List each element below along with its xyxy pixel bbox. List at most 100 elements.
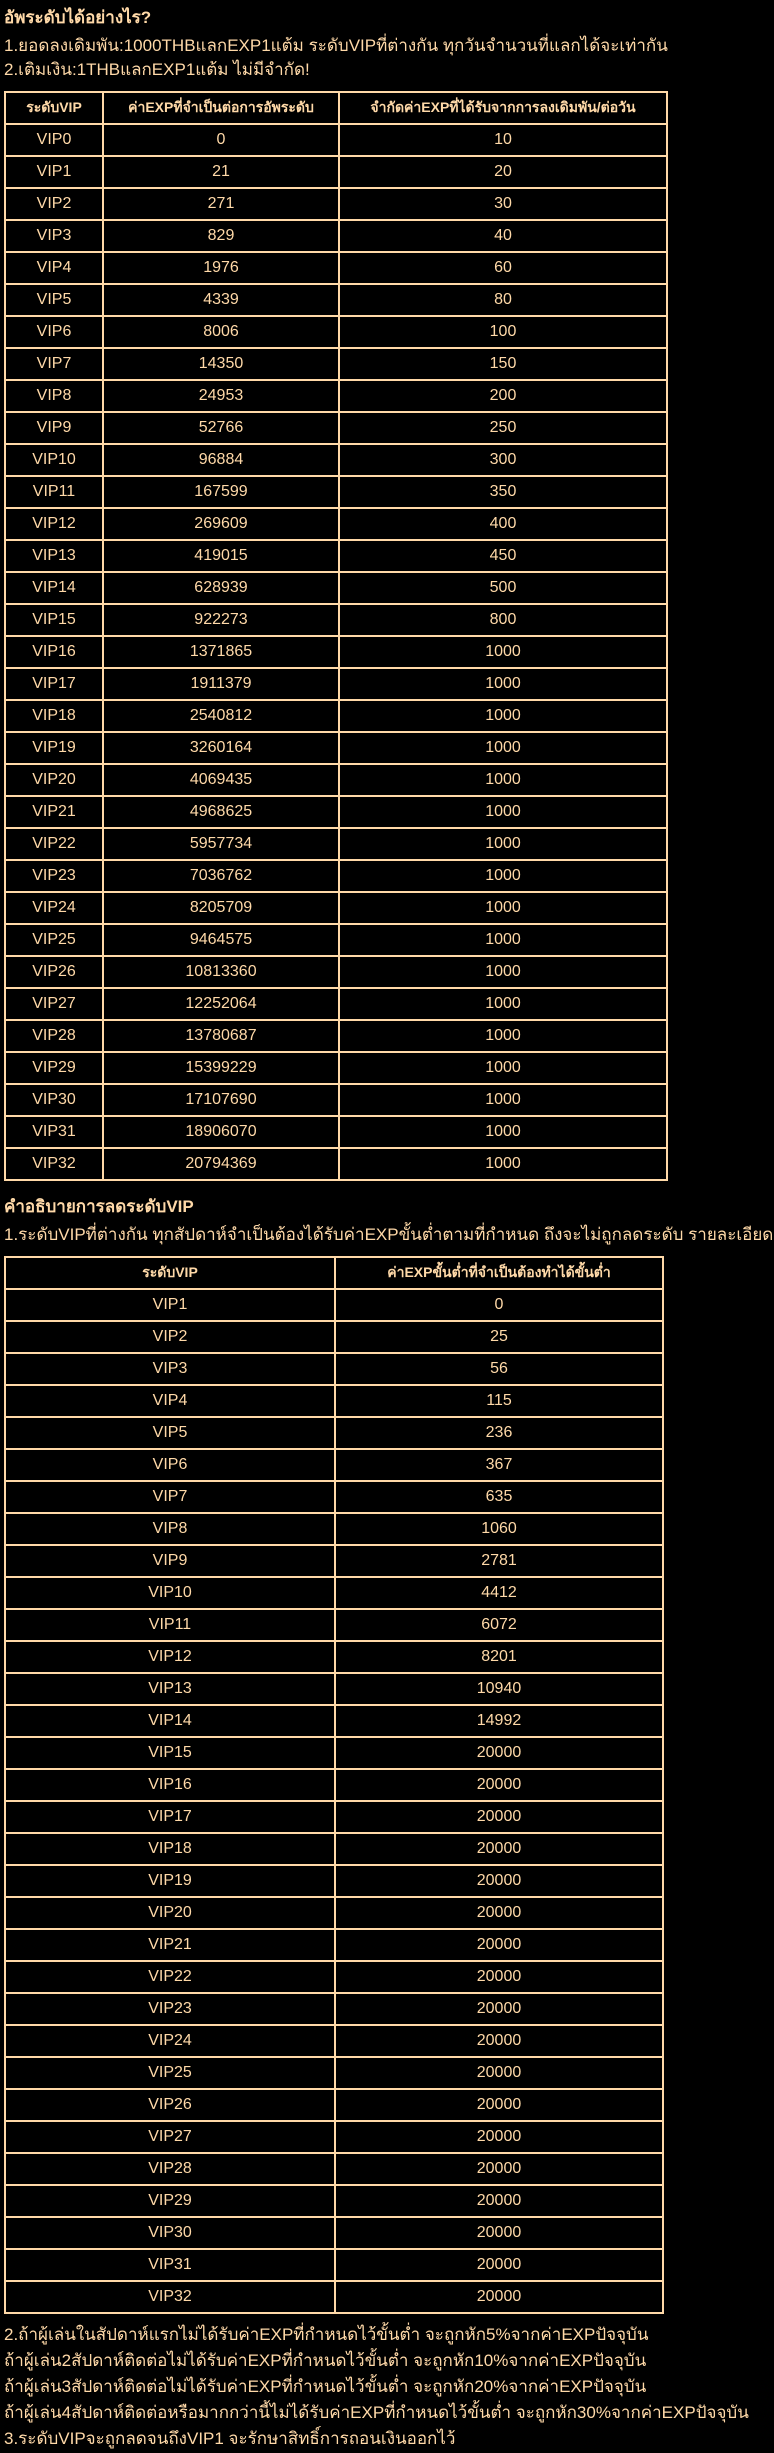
vip-level-cell: VIP32 bbox=[4, 1147, 104, 1181]
demotion-section-title: คำอธิบายการลดระดับVIP bbox=[4, 1197, 194, 1216]
table-row: VIP30 17107690 1000 bbox=[4, 1083, 668, 1117]
header-daily-exp-limit: จำกัดค่าEXPที่ได้รับจากการลงเดิมพัน/ต่อว… bbox=[338, 91, 668, 125]
penalty-note-line: ถ้าผู้เล่น2สัปดาห์ติดต่อไม่ได้รับค่าEXPท… bbox=[4, 2351, 647, 2370]
daily-exp-limit-cell: 1000 bbox=[338, 635, 668, 669]
levelup-exp-table: ระดับVIP ค่าEXPที่จำเป็นต่อการอัพระดับ จ… bbox=[4, 91, 668, 1181]
exp-required-cell: 1911379 bbox=[102, 667, 340, 701]
min-weekly-exp-cell: 20000 bbox=[334, 2280, 664, 2314]
vip-level-cell: VIP5 bbox=[4, 1416, 336, 1450]
min-weekly-exp-cell: 20000 bbox=[334, 1896, 664, 1930]
vip-level-cell: VIP8 bbox=[4, 379, 104, 413]
table-row: VIP6 367 bbox=[4, 1448, 664, 1482]
vip-level-cell: VIP21 bbox=[4, 1928, 336, 1962]
min-weekly-exp-cell: 367 bbox=[334, 1448, 664, 1482]
daily-exp-limit-cell: 250 bbox=[338, 411, 668, 445]
exp-required-cell: 52766 bbox=[102, 411, 340, 445]
exp-required-cell: 167599 bbox=[102, 475, 340, 509]
vip-level-cell: VIP12 bbox=[4, 507, 104, 541]
table-row: VIP20 20000 bbox=[4, 1896, 664, 1930]
daily-exp-limit-cell: 1000 bbox=[338, 955, 668, 989]
table-row: VIP25 9464575 1000 bbox=[4, 923, 668, 957]
daily-exp-limit-cell: 350 bbox=[338, 475, 668, 509]
levelup-table-header: ระดับVIP ค่าEXPที่จำเป็นต่อการอัพระดับ จ… bbox=[4, 91, 668, 125]
daily-exp-limit-cell: 60 bbox=[338, 251, 668, 285]
daily-exp-limit-cell: 1000 bbox=[338, 859, 668, 893]
vip-level-cell: VIP24 bbox=[4, 2024, 336, 2058]
exp-required-cell: 3260164 bbox=[102, 731, 340, 765]
vip-level-cell: VIP3 bbox=[4, 1352, 336, 1386]
table-row: VIP7 635 bbox=[4, 1480, 664, 1514]
min-weekly-exp-cell: 20000 bbox=[334, 1736, 664, 1770]
vip-level-cell: VIP28 bbox=[4, 2152, 336, 2186]
exp-required-cell: 5957734 bbox=[102, 827, 340, 861]
exp-required-cell: 96884 bbox=[102, 443, 340, 477]
exp-required-cell: 0 bbox=[102, 123, 340, 157]
vip-level-cell: VIP18 bbox=[4, 1832, 336, 1866]
table-row: VIP31 18906070 1000 bbox=[4, 1115, 668, 1149]
min-weekly-exp-cell: 0 bbox=[334, 1288, 664, 1322]
table-row: VIP2 25 bbox=[4, 1320, 664, 1354]
min-weekly-exp-cell: 20000 bbox=[334, 2056, 664, 2090]
table-row: VIP13 10940 bbox=[4, 1672, 664, 1706]
daily-exp-limit-cell: 30 bbox=[338, 187, 668, 221]
vip-level-cell: VIP21 bbox=[4, 795, 104, 829]
table-row: VIP24 20000 bbox=[4, 2024, 664, 2058]
exp-required-cell: 15399229 bbox=[102, 1051, 340, 1085]
min-weekly-exp-cell: 20000 bbox=[334, 2216, 664, 2250]
table-row: VIP30 20000 bbox=[4, 2216, 664, 2250]
table-row: VIP7 14350 150 bbox=[4, 347, 668, 381]
table-row: VIP27 20000 bbox=[4, 2120, 664, 2154]
min-weekly-exp-cell: 20000 bbox=[334, 2088, 664, 2122]
daily-exp-limit-cell: 400 bbox=[338, 507, 668, 541]
min-weekly-exp-cell: 20000 bbox=[334, 2152, 664, 2186]
vip-level-cell: VIP5 bbox=[4, 283, 104, 317]
daily-exp-limit-cell: 1000 bbox=[338, 1019, 668, 1053]
table-row: VIP18 2540812 1000 bbox=[4, 699, 668, 733]
min-weekly-exp-cell: 20000 bbox=[334, 1832, 664, 1866]
vip-level-cell: VIP1 bbox=[4, 155, 104, 189]
header-min-weekly-exp: ค่าEXPขั้นต่ำที่จำเป็นต้องทำได้ขั้นต่ำ bbox=[334, 1256, 664, 1290]
table-row: VIP1 0 bbox=[4, 1288, 664, 1322]
exp-required-cell: 8205709 bbox=[102, 891, 340, 925]
table-row: VIP29 15399229 1000 bbox=[4, 1051, 668, 1085]
table-row: VIP31 20000 bbox=[4, 2248, 664, 2282]
vip-level-cell: VIP10 bbox=[4, 443, 104, 477]
levelup-rule-2: 2.เติมเงิน:1THBแลกEXP1แต้ม ไม่มีจำกัด! bbox=[4, 60, 310, 79]
vip-level-cell: VIP16 bbox=[4, 1768, 336, 1802]
daily-exp-limit-cell: 1000 bbox=[338, 987, 668, 1021]
daily-exp-limit-cell: 1000 bbox=[338, 891, 668, 925]
min-weekly-exp-cell: 20000 bbox=[334, 1992, 664, 2026]
min-weekly-exp-cell: 236 bbox=[334, 1416, 664, 1450]
daily-exp-limit-cell: 1000 bbox=[338, 1083, 668, 1117]
vip-level-cell: VIP20 bbox=[4, 1896, 336, 1930]
exp-required-cell: 9464575 bbox=[102, 923, 340, 957]
header-exp-required: ค่าEXPที่จำเป็นต่อการอัพระดับ bbox=[102, 91, 340, 125]
levelup-table-body: VIP0 0 10 VIP1 21 20 VIP2 271 30 VIP3 829 40 VIP4 197… bbox=[4, 123, 668, 1181]
exp-required-cell: 21 bbox=[102, 155, 340, 189]
vip-level-cell: VIP25 bbox=[4, 923, 104, 957]
vip-level-cell: VIP18 bbox=[4, 699, 104, 733]
daily-exp-limit-cell: 10 bbox=[338, 123, 668, 157]
min-weekly-exp-cell: 25 bbox=[334, 1320, 664, 1354]
table-row: VIP24 8205709 1000 bbox=[4, 891, 668, 925]
table-row: VIP1 21 20 bbox=[4, 155, 668, 189]
min-weekly-exp-cell: 20000 bbox=[334, 1768, 664, 1802]
exp-required-cell: 4069435 bbox=[102, 763, 340, 797]
daily-exp-limit-cell: 800 bbox=[338, 603, 668, 637]
table-row: VIP21 4968625 1000 bbox=[4, 795, 668, 829]
exp-required-cell: 628939 bbox=[102, 571, 340, 605]
daily-exp-limit-cell: 1000 bbox=[338, 1051, 668, 1085]
daily-exp-limit-cell: 1000 bbox=[338, 731, 668, 765]
exp-required-cell: 419015 bbox=[102, 539, 340, 573]
vip-level-cell: VIP2 bbox=[4, 1320, 336, 1354]
header-vip-level: ระดับVIP bbox=[4, 91, 104, 125]
table-row: VIP15 922273 800 bbox=[4, 603, 668, 637]
table-row: VIP25 20000 bbox=[4, 2056, 664, 2090]
min-weekly-exp-cell: 4412 bbox=[334, 1576, 664, 1610]
table-row: VIP2 271 30 bbox=[4, 187, 668, 221]
table-row: VIP11 6072 bbox=[4, 1608, 664, 1642]
table-row: VIP9 52766 250 bbox=[4, 411, 668, 445]
penalty-note-line: 2.ถ้าผู้เล่นในสัปดาห์แรกไม่ได้รับค่าEXPท… bbox=[4, 2325, 649, 2344]
table-row: VIP10 96884 300 bbox=[4, 443, 668, 477]
vip-level-cell: VIP28 bbox=[4, 1019, 104, 1053]
